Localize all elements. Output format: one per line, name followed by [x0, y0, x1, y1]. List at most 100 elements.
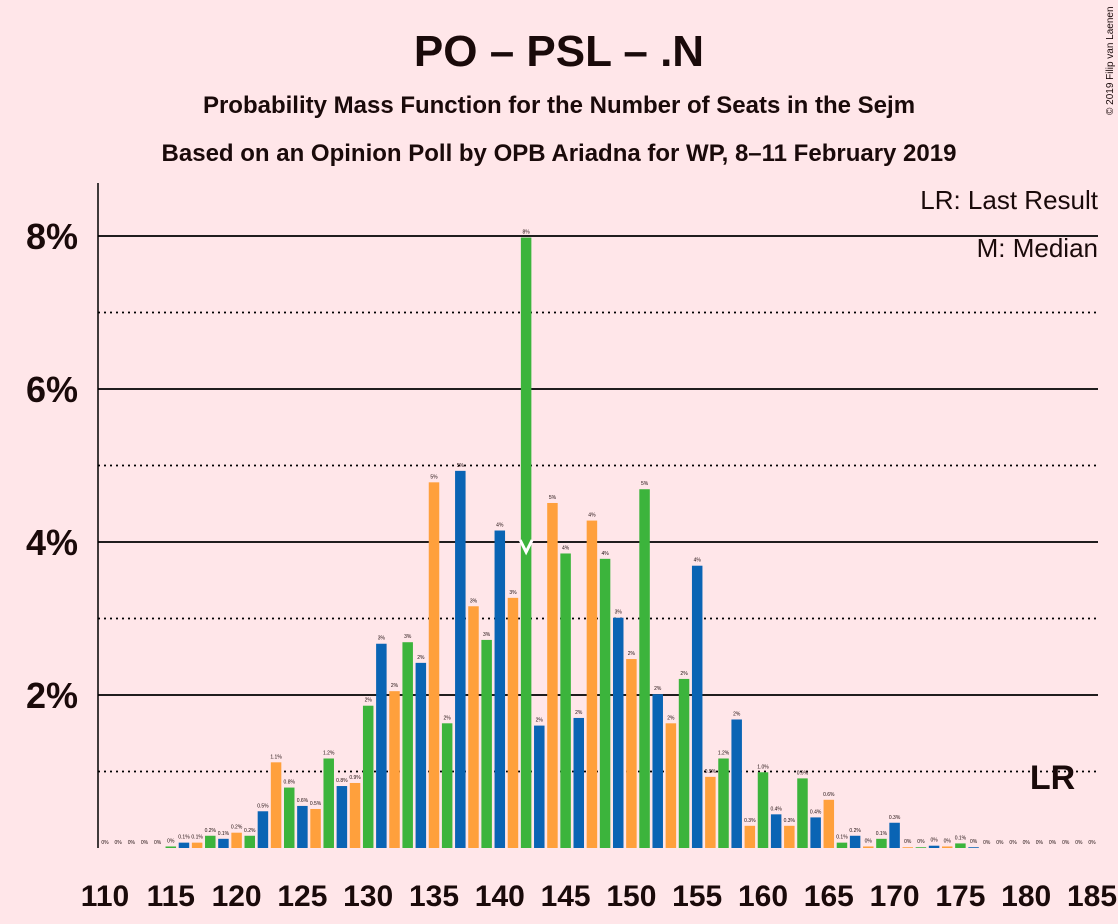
x-tick-label: 135	[409, 880, 459, 913]
bar-seat-164	[810, 817, 821, 848]
bar-seat-143	[534, 725, 545, 848]
bar-seat-115	[165, 846, 177, 848]
bar-label-seat-121: 0.2%	[244, 828, 256, 834]
bar-label-seat-173: 0%	[930, 838, 938, 844]
bar-label-seat-131: 3%	[378, 636, 386, 642]
bar-seat-126	[310, 808, 321, 848]
bar-label-seat-132: 2%	[391, 683, 399, 689]
bar-label-seat-160: 1.0%	[757, 764, 769, 770]
bar-seat-174	[941, 846, 953, 848]
x-tick-label: 125	[277, 880, 327, 913]
bar-seat-134	[415, 662, 427, 848]
y-tick-label: 4%	[26, 522, 78, 563]
bar-seat-120	[231, 832, 242, 848]
bar-label-seat-110: 0%	[101, 840, 109, 846]
bar-label-seat-182: 0%	[1049, 840, 1057, 846]
bar-seat-171	[902, 847, 914, 848]
bar-label-seat-183: 0%	[1062, 840, 1070, 846]
x-tick-label: 110	[81, 880, 129, 913]
bar-label-seat-176: 0%	[970, 839, 978, 845]
bar-seat-140	[494, 530, 506, 848]
bar-seat-149	[612, 617, 624, 848]
bar-seat-127	[323, 758, 334, 848]
bar-seat-123	[270, 762, 282, 848]
bar-label-seat-118: 0.2%	[205, 828, 217, 834]
bar-seat-124	[283, 787, 295, 848]
bar-label-seat-112: 0%	[128, 840, 136, 846]
bar-label-seat-125: 0.6%	[297, 798, 309, 804]
bar-seat-150	[626, 659, 637, 848]
x-tick-label: 170	[870, 880, 920, 913]
bar-label-seat-117: 0.1%	[191, 835, 203, 841]
bar-seat-151	[639, 489, 650, 848]
bar-seat-176	[968, 847, 979, 848]
bar-seat-116	[178, 842, 190, 848]
bar-seat-152	[652, 694, 663, 848]
bar-label-seat-180: 0%	[1023, 840, 1031, 846]
bar-seat-135	[428, 482, 440, 848]
x-tick-label: 150	[606, 880, 656, 913]
bar-seat-172	[915, 847, 927, 848]
bar-label-seat-135: 5%	[430, 474, 438, 480]
y-tick-label: 8%	[26, 216, 78, 257]
bar-label-seat-123: 1.1%	[270, 754, 282, 760]
bar-seat-125	[297, 805, 308, 848]
bar-seat-119	[218, 838, 229, 848]
legend-last-result: LR: Last Result	[920, 185, 1099, 215]
bar-label-seat-175: 0.1%	[955, 835, 967, 841]
bar-seat-168	[863, 846, 874, 848]
bar-label-seat-134: 2%	[417, 655, 425, 661]
bar-label-seat-130: 2%	[365, 698, 373, 704]
bar-label-seat-170: 0.3%	[889, 815, 901, 821]
bar-seat-122	[257, 811, 269, 848]
bar-label-seat-174: 0%	[944, 838, 952, 844]
bar-seat-144	[547, 502, 558, 848]
bar-seat-145	[560, 553, 571, 848]
bar-label-seat-167: 0.2%	[849, 828, 861, 834]
bar-label-seat-133: 3%	[404, 634, 412, 640]
bar-label-seat-143: 2%	[536, 718, 544, 724]
bar-seat-155	[691, 565, 703, 848]
y-axis: 2% 4% 6% 8%	[26, 183, 99, 848]
bar-label-seat-162: 0.3%	[784, 818, 796, 824]
bar-seat-159	[744, 825, 756, 848]
bar-label-seat-136: 2%	[444, 715, 452, 721]
bar-label-seat-177: 0%	[983, 840, 991, 846]
bar-label-seat-148: 4%	[601, 551, 609, 557]
chart-subtitle-2: Based on an Opinion Poll by OPB Ariadna …	[162, 140, 957, 167]
bar-seat-156	[705, 776, 716, 848]
y-tick-label: 2%	[26, 675, 78, 716]
bar-seat-133	[402, 642, 413, 848]
bar-label-seat-129: 0.9%	[349, 775, 361, 781]
bar-label-seat-139: 3%	[483, 632, 491, 638]
bar-seat-158	[731, 719, 742, 848]
bar-label-seat-120: 0.2%	[231, 825, 243, 831]
bar-label-seat-152: 2%	[654, 686, 662, 692]
bar-seat-153	[665, 723, 677, 848]
bar-label-seat-168: 0%	[865, 838, 873, 844]
x-tick-label: 185	[1067, 880, 1117, 913]
bar-label-seat-161: 0.4%	[770, 806, 782, 812]
bar-seat-141	[507, 597, 519, 848]
bar-seat-129	[349, 782, 361, 848]
bar-seat-169	[876, 838, 887, 848]
bar-label-seat-159: 0.3%	[744, 818, 756, 824]
x-tick-label: 160	[738, 880, 788, 913]
bar-label-seat-156: 0.9%	[705, 769, 717, 775]
bar-label-seat-146: 2%	[575, 710, 583, 716]
bar-seat-121	[244, 835, 256, 848]
gridlines	[98, 235, 1098, 773]
y-tick-label: 6%	[26, 369, 78, 410]
bar-label-seat-179: 0%	[1009, 840, 1017, 846]
bar-seat-118	[205, 835, 216, 848]
bar-seat-173	[928, 845, 940, 848]
chart-subtitle: Probability Mass Function for the Number…	[203, 92, 915, 119]
bars	[165, 237, 979, 848]
bar-seat-148	[599, 558, 611, 848]
chart-title: PO – PSL – .N	[414, 27, 704, 76]
bar-label-seat-153: 2%	[667, 715, 675, 721]
bar-label-seat-163: 0.9%	[797, 770, 809, 776]
bar-seat-130	[362, 705, 374, 848]
bar-seat-166	[836, 842, 848, 848]
bar-label-seat-150: 2%	[628, 651, 636, 657]
